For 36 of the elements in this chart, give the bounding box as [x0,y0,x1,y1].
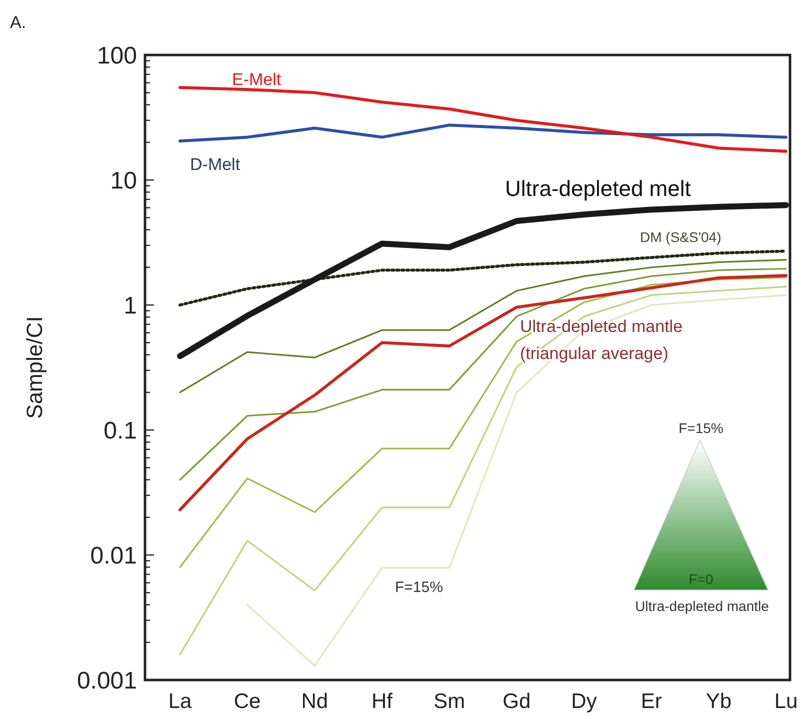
y-tick-label: 1 [124,292,137,320]
y-tick-label: 0.001 [76,667,137,694]
x-tick-label: La [168,690,192,713]
series-label: DM (S&S'04) [640,229,722,245]
series-label: E-Melt [232,70,282,89]
y-tick-label: 0.01 [90,542,137,570]
line-series [178,274,788,512]
x-tick-label: Er [640,690,662,713]
triangle-legend: F=15% F=0 Ultra-depleted mantle [633,420,769,614]
line-series [178,250,788,306]
line-series [246,294,787,667]
annotation: F=15% [678,420,724,436]
annotation: F=15% [395,579,443,596]
x-tick-label: Hf [372,690,393,713]
annotation: Ultra-depleted mantle [635,598,770,614]
y-axis-title: Sample/CI [22,316,47,419]
x-tick-label: Gd [502,690,531,713]
line-series [179,276,787,568]
x-tick-label: Yb [706,690,732,713]
line-series [179,258,787,394]
x-tick-label: Ce [234,690,261,713]
series-label: Ultra-depleted melt [505,176,691,201]
y-tick-label: 100 [96,42,137,70]
x-tick-label: Dy [571,690,598,713]
annotation: F=0 [688,571,714,587]
x-tick-label: Lu [774,690,798,713]
series-label: D-Melt [190,155,240,174]
line-series [179,286,787,656]
x-tick-label: Nd [301,690,328,713]
y-tick-label: 0.1 [104,417,137,444]
line-series [178,86,788,153]
y-tick-label: 10 [110,167,137,194]
line-series [179,268,787,481]
line-series [178,124,788,143]
x-tick-label: Sm [434,690,466,713]
chart-title: A. [10,13,26,32]
